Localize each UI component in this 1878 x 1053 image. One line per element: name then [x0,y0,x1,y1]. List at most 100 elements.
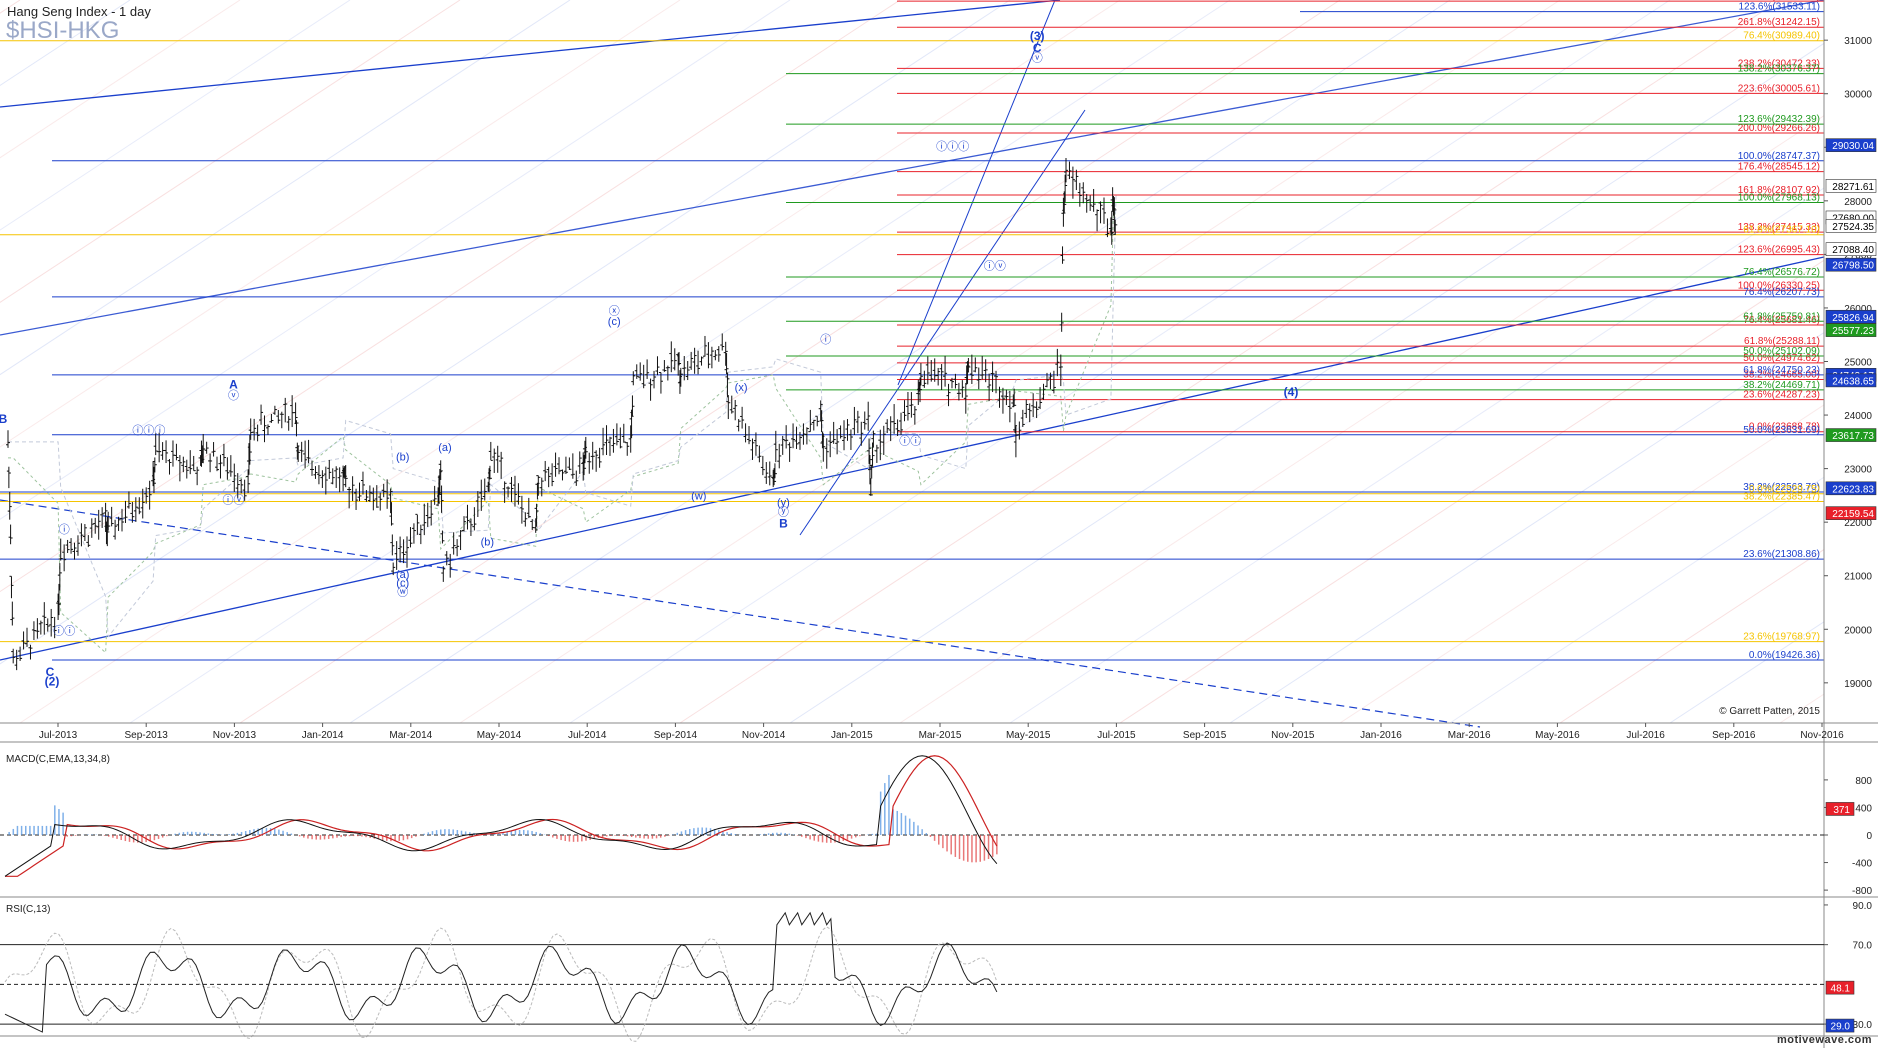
price-bar [767,461,772,486]
price-bar [652,370,657,389]
price-bar [976,367,981,390]
price-bar [153,433,158,456]
channel-line [0,0,681,448]
price-bar [724,353,729,375]
fib-level-label: 0.0%(19426.36) [1749,650,1820,661]
price-bar [72,542,77,560]
fib-level-label: 200.0%(29266.26) [1738,123,1820,134]
price-bar [692,347,697,374]
price-bar [848,429,853,450]
price-bar [191,455,196,472]
price-bar [347,486,352,509]
price-bar [18,646,23,661]
price-bar [1061,197,1066,227]
price-bar [152,457,157,473]
date-axis: Jul-2013 Sep-2013 Nov-2013 Jan-2014 Mar-2014… [0,722,1878,741]
date-tick-label: Jan-2014 [302,730,344,741]
price-bar [140,488,145,519]
fib-level-label: 100.0%(28747.37) [1738,151,1820,162]
price-bar [255,424,260,442]
price-bar [1041,383,1046,400]
price-bar [174,443,179,461]
fib-level-label: 138.2%(27415.33) [1738,222,1820,233]
fib-level-label: 0.0%(23688.78) [1749,422,1820,433]
price-bar [885,419,890,434]
fib-level-label: 50.0%(25102.09) [1743,346,1820,357]
price-bar [819,410,824,433]
chart-title: Hang Seng Index - 1 day [7,4,151,19]
rsi-tick-label: 70.0 [1853,941,1873,952]
price-bar [736,419,741,432]
price-bar [713,350,718,361]
price-bar [918,363,923,386]
price-bar [323,466,328,495]
price-bar [1007,390,1012,423]
price-bar [354,488,359,510]
channel-line [1229,296,1878,724]
price-tag-bg [1825,242,1877,256]
price-bar [157,432,162,463]
price-bar [96,509,101,540]
price-bar [495,445,500,473]
price-bar [871,430,876,448]
fib-level-label: 23.6%(19768.97) [1743,632,1820,643]
date-tick-label: May-2015 [1006,730,1051,741]
wave-label: (c) [608,316,621,328]
price-bar [645,359,650,379]
price-bar [57,563,62,591]
price-bar [458,530,463,551]
price-bar [512,475,517,507]
price-bar [630,395,635,417]
price-bar [25,627,30,647]
price-bar [983,359,988,383]
price-bar [246,469,251,493]
date-tick-label: May-2014 [477,730,522,741]
price-bar [371,487,376,511]
date-tick-label: Mar-2015 [919,730,962,741]
wave-label: A [229,377,238,391]
price-bar [1060,246,1065,264]
price-bar [211,442,216,457]
price-bar [195,466,200,486]
wave-label: (x) [735,382,748,394]
channel-line [569,0,1671,724]
price-bar [997,386,1002,408]
wave-label: ⓘⓘ [899,435,921,448]
price-bar [601,427,606,456]
price-bar [936,367,941,386]
price-bar [343,465,348,488]
price-bar [594,450,599,472]
price-bar [401,539,406,564]
price-bar [892,404,897,434]
price-bar [14,649,19,671]
price-bar [557,457,562,475]
price-tick-label: 25000 [1844,358,1872,369]
fib-level-label: 61.8%(25750.81) [1743,311,1820,322]
price-bar [629,409,634,439]
wave-label: ⓘⓘ [53,625,75,638]
price-bar [28,644,33,660]
price-bar [1081,182,1086,204]
wave-label: (3) [1030,29,1045,43]
price-bar [835,429,840,455]
price-bar [702,335,707,357]
price-bar [103,502,108,532]
price-bar [780,435,785,455]
price-bar [994,370,999,394]
price-bar [320,470,325,488]
price-tick-label: 22000 [1844,518,1872,529]
wave-label: ⓘⓘⓘ [132,424,165,437]
price-bar [570,453,575,479]
price-tick-label: 20000 [1844,625,1872,636]
wave-label: (c) [396,577,409,589]
price-bar [487,465,492,480]
price-bar [582,454,587,476]
price-bar [232,463,237,492]
price-bar [709,346,714,369]
price-bar [293,402,298,425]
price-bar [415,513,420,535]
price-bar [225,457,230,480]
price-bar [725,372,730,398]
price-bar [390,534,395,556]
